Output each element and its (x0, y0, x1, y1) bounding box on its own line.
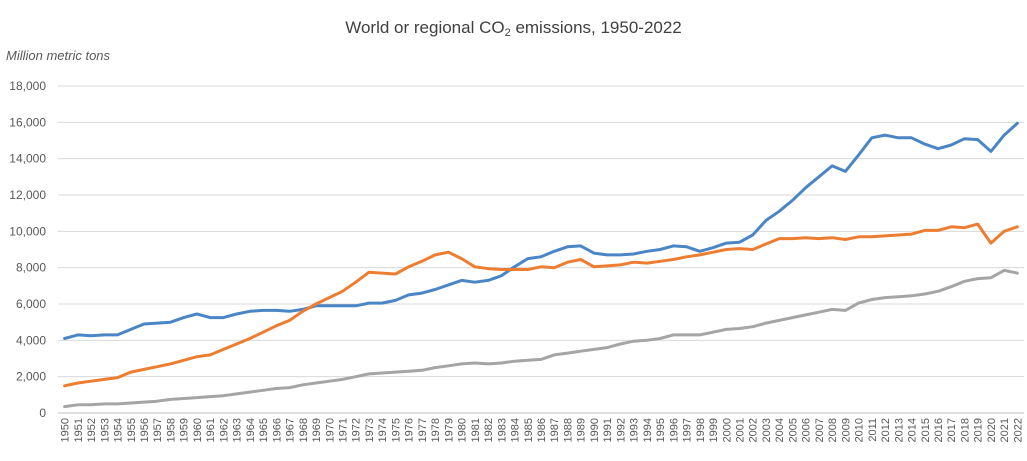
y-tick-label: 2,000 (16, 370, 46, 384)
x-tick-label: 1985 (523, 418, 535, 442)
x-tick-label: 1966 (271, 418, 283, 442)
x-tick-label: 1957 (152, 418, 164, 442)
x-tick-label: 2022 (1012, 418, 1024, 442)
x-tick-label: 1975 (390, 418, 402, 442)
x-tick-label: 1964 (245, 418, 257, 442)
x-tick-label: 2005 (787, 418, 799, 442)
x-tick-label: 2014 (907, 418, 919, 442)
x-tick-label: 2012 (880, 418, 892, 442)
x-tick-label: 1950 (60, 418, 72, 442)
x-tick-label: 2001 (734, 418, 746, 442)
x-tick-label: 2003 (761, 418, 773, 442)
x-tick-label: 2021 (999, 418, 1011, 442)
y-tick-label: 18,000 (9, 79, 46, 93)
x-tick-label: 1968 (298, 418, 310, 442)
x-tick-label: 1998 (695, 418, 707, 442)
x-tick-label: 2013 (893, 418, 905, 442)
x-tick-label: 1987 (549, 418, 561, 442)
x-tick-label: 1962 (218, 418, 230, 442)
x-tick-label: 1993 (629, 418, 641, 442)
x-tick-label: 1989 (576, 418, 588, 442)
x-tick-label: 2019 (973, 418, 985, 442)
series-line-1 (63, 121, 1019, 340)
x-tick-label: 1996 (668, 418, 680, 442)
x-tick-label: 1992 (615, 418, 627, 442)
x-tick-label: 1972 (351, 418, 363, 442)
x-tick-label: 1999 (708, 418, 720, 442)
x-tick-label: 1994 (642, 418, 654, 442)
y-tick-label: 16,000 (9, 115, 46, 129)
x-tick-label: 1982 (483, 418, 495, 442)
x-tick-label: 1984 (510, 418, 522, 442)
chart-title-subscript: 2 (504, 27, 511, 39)
y-tick-label: 0 (39, 406, 46, 420)
x-tick-label: 1991 (602, 418, 614, 442)
x-tick-label: 1988 (562, 418, 574, 442)
x-tick-label: 1971 (338, 418, 350, 442)
y-tick-label: 8,000 (16, 261, 46, 275)
x-tick-label: 2016 (933, 418, 945, 442)
x-tick-label: 2017 (946, 418, 958, 442)
x-tick-label: 2000 (721, 418, 733, 442)
x-tick-label: 1990 (589, 418, 601, 442)
series-line-3 (63, 268, 1019, 409)
x-tick-label: 2008 (827, 418, 839, 442)
x-tick-label: 1965 (258, 418, 270, 442)
y-tick-label: 12,000 (9, 188, 46, 202)
x-tick-label: 1974 (377, 418, 389, 442)
x-tick-label: 1955 (126, 418, 138, 442)
y-tick-label: 6,000 (16, 297, 46, 311)
x-tick-label: 2020 (986, 418, 998, 442)
x-tick-label: 1981 (470, 418, 482, 442)
x-tick-label: 1959 (179, 418, 191, 442)
x-tick-label: 1997 (682, 418, 694, 442)
y-axis-label: Million metric tons (6, 48, 111, 63)
x-tick-label: 1952 (86, 418, 98, 442)
x-tick-label: 1956 (139, 418, 151, 442)
y-tick-label: 10,000 (9, 224, 46, 238)
x-tick-label: 1958 (165, 418, 177, 442)
chart-title: World or regional CO2 emissions, 1950-20… (0, 18, 1027, 39)
x-tick-label: 1961 (205, 418, 217, 442)
x-tick-label: 1954 (113, 418, 125, 442)
x-tick-label: 1951 (73, 418, 85, 442)
x-tick-label: 2004 (774, 418, 786, 442)
x-tick-label: 1970 (324, 418, 336, 442)
x-tick-label: 1969 (311, 418, 323, 442)
x-tick-label: 1995 (655, 418, 667, 442)
x-tick-label: 1978 (430, 418, 442, 442)
x-tick-label: 1977 (417, 418, 429, 442)
chart-title-tail: emissions, 1950-2022 (510, 18, 682, 37)
x-tick-label: 1963 (232, 418, 244, 442)
y-tick-label: 14,000 (9, 152, 46, 166)
x-tick-label: 2007 (814, 418, 826, 442)
series-line-2 (63, 222, 1019, 388)
x-tick-label: 1986 (536, 418, 548, 442)
x-tick-label: 1980 (457, 418, 469, 442)
x-tick-label: 1976 (404, 418, 416, 442)
y-tick-label: 4,000 (16, 333, 46, 347)
x-tick-label: 1967 (285, 418, 297, 442)
x-tick-label: 1953 (99, 418, 111, 442)
x-tick-label: 2011 (867, 418, 879, 442)
x-tick-label: 2009 (840, 418, 852, 442)
x-tick-label: 2010 (854, 418, 866, 442)
x-tick-label: 1960 (192, 418, 204, 442)
x-tick-label: 1973 (364, 418, 376, 442)
x-tick-label: 1979 (443, 418, 455, 442)
chart-title-text: World or regional CO (345, 18, 505, 37)
x-tick-label: 2006 (801, 418, 813, 442)
x-tick-label: 2015 (920, 418, 932, 442)
x-tick-label: 2018 (959, 418, 971, 442)
x-tick-label: 1983 (496, 418, 508, 442)
x-tick-label: 2002 (748, 418, 760, 442)
